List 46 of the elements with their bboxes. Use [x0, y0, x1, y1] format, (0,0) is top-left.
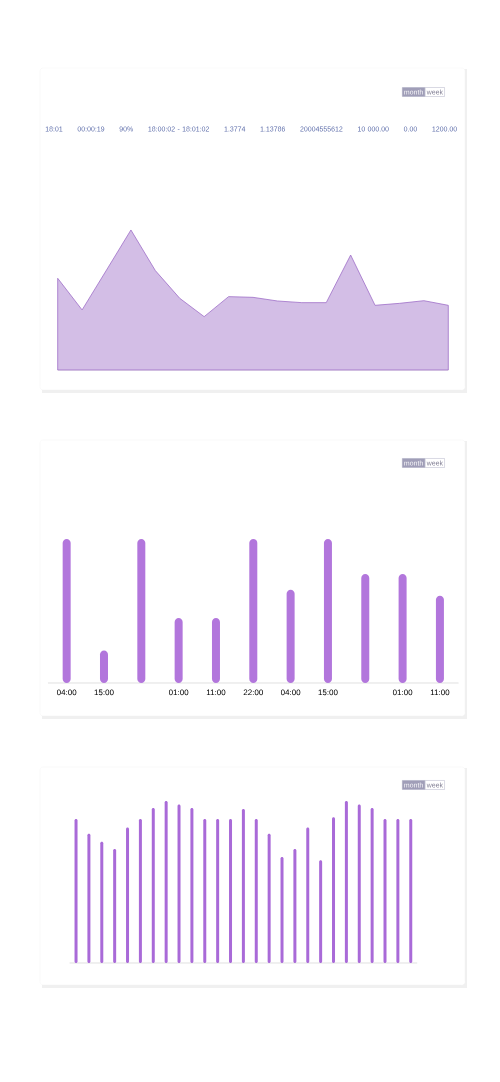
bar — [211, 618, 220, 683]
bar — [190, 807, 194, 963]
bar — [138, 818, 142, 963]
bar — [357, 804, 361, 963]
bar — [151, 807, 155, 963]
bar — [137, 539, 146, 683]
bar — [126, 827, 130, 963]
bar — [174, 618, 183, 683]
bar — [254, 818, 258, 963]
x-tick-label: 04:00 — [56, 689, 77, 696]
x-tick-label: 01:00 — [392, 689, 413, 696]
bar — [383, 818, 387, 963]
bar — [267, 833, 271, 963]
bar — [306, 827, 310, 963]
bar — [361, 573, 370, 683]
bar — [62, 539, 71, 683]
bar — [398, 573, 407, 683]
bar — [164, 800, 168, 963]
bar — [293, 848, 297, 963]
x-tick-label: 04:00 — [280, 689, 301, 696]
bar — [100, 841, 104, 963]
bar — [229, 818, 233, 963]
bar — [435, 595, 444, 683]
x-tick-label: 11:00 — [430, 689, 450, 696]
x-tick-label: 22:00 — [243, 689, 263, 696]
bar — [87, 833, 91, 963]
x-tick-label: 01:00 — [168, 689, 189, 696]
bar — [280, 857, 284, 963]
bar — [323, 539, 332, 683]
bar — [74, 818, 78, 963]
bar — [332, 817, 336, 963]
bar — [286, 589, 295, 683]
bar — [216, 818, 220, 963]
x-tick-label: 11:00 — [206, 689, 226, 696]
bar — [319, 860, 323, 963]
bar — [203, 818, 207, 963]
x-tick-label: 15:00 — [318, 689, 338, 696]
bar — [396, 818, 400, 963]
bar — [249, 539, 258, 683]
bar — [344, 800, 348, 963]
x-tick-label: 15:00 — [94, 689, 114, 696]
bar — [241, 808, 245, 963]
bar — [177, 804, 181, 963]
bar — [370, 807, 374, 963]
bar — [113, 848, 117, 963]
bar — [409, 818, 413, 963]
